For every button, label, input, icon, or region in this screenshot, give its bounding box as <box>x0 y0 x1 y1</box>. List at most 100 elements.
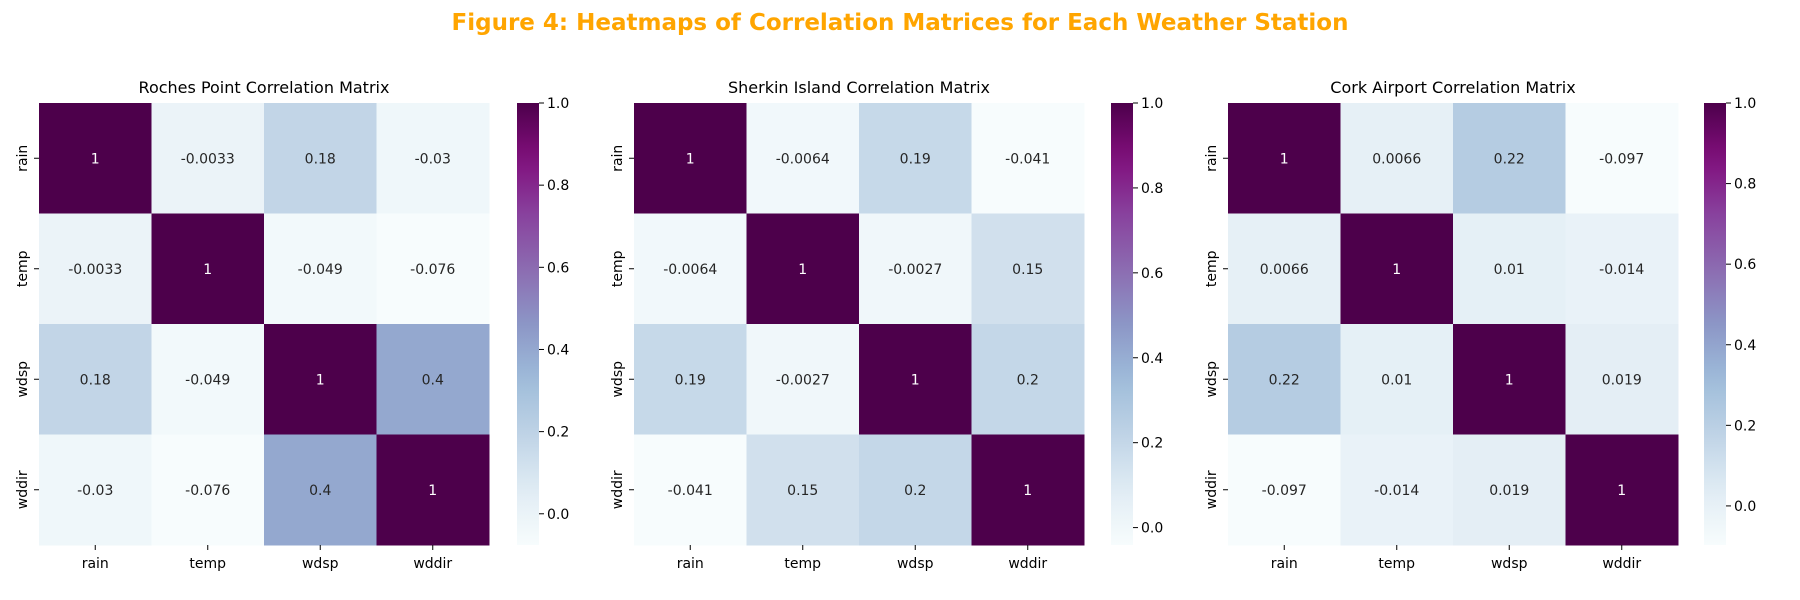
cell-annotation: 1 <box>798 262 807 278</box>
heatmap-cell <box>1565 434 1679 546</box>
y-tick-label: rain <box>15 145 31 172</box>
cell-annotation: -0.076 <box>410 262 455 278</box>
heatmap-cell <box>971 434 1085 546</box>
heatmap-cell <box>1340 103 1454 214</box>
x-tick-label: temp <box>189 556 226 572</box>
cell-annotation: 0.01 <box>1494 262 1525 278</box>
heatmap-cell <box>1453 434 1566 546</box>
cell-annotation: -0.049 <box>185 372 230 388</box>
cell-annotation: 1 <box>91 151 100 167</box>
heatmap-cell <box>634 103 747 214</box>
cell-annotation: -0.014 <box>1599 262 1644 278</box>
colorbar-tick-label: 0.0 <box>547 507 569 523</box>
cell-annotation: -0.0064 <box>663 262 717 278</box>
cell-annotation: 0.01 <box>1381 372 1412 388</box>
heatmap-cell <box>859 434 972 546</box>
heatmap-cell <box>971 213 1085 325</box>
heatmap-cell <box>1228 213 1341 325</box>
cell-annotation: 0.2 <box>1017 372 1039 388</box>
x-tick-label: rain <box>1271 556 1298 572</box>
colorbar-tick-label: 0.6 <box>1141 266 1163 282</box>
colorbar-tick-label: 0.2 <box>1734 418 1756 434</box>
heatmap-cell <box>376 103 490 214</box>
cell-annotation: -0.014 <box>1374 483 1419 499</box>
heatmap-panel: Roches Point Correlation Matrix 1 -0.0033 0… <box>15 78 569 572</box>
heatmap-cell <box>376 324 490 435</box>
cell-annotation: 0.019 <box>1602 372 1642 388</box>
cell-annotation: 1 <box>428 483 437 499</box>
heatmap-cell <box>376 213 490 325</box>
heatmap-cell <box>264 103 377 214</box>
heatmap-cell <box>746 103 860 214</box>
heatmap-cell <box>151 213 265 325</box>
heatmap-cell <box>264 324 377 435</box>
colorbar-tick-label: 0.4 <box>1141 351 1163 367</box>
y-tick-label: wddir <box>610 470 626 509</box>
heatmap-cell <box>39 213 152 325</box>
y-tick-label: wdsp <box>15 361 31 398</box>
cell-annotation: -0.049 <box>298 262 343 278</box>
panel-title: Sherkin Island Correlation Matrix <box>728 78 990 97</box>
heatmap-cell <box>634 324 747 435</box>
x-tick-label: temp <box>1378 556 1415 572</box>
y-tick-label: rain <box>1204 145 1220 172</box>
heatmap-cell <box>1228 103 1341 214</box>
heatmap-cell <box>1228 324 1341 435</box>
x-tick-label: wddir <box>413 556 452 572</box>
y-tick-label: wddir <box>1204 470 1220 509</box>
cell-annotation: 0.22 <box>1494 151 1525 167</box>
cell-annotation: -0.03 <box>77 483 113 499</box>
cell-annotation: 0.4 <box>309 483 331 499</box>
heatmap-cell <box>1565 103 1679 214</box>
heatmap-cell <box>746 434 860 546</box>
heatmap-panel: Cork Airport Correlation Matrix 1 0.0066 0.… <box>1204 78 1756 572</box>
cell-annotation: -0.0033 <box>68 262 122 278</box>
x-tick-label: wddir <box>1008 556 1047 572</box>
cell-annotation: 0.15 <box>787 483 818 499</box>
heatmap-cell <box>1565 213 1679 325</box>
colorbar-tick-label: 0.0 <box>1141 521 1163 537</box>
heatmap-cell <box>1453 213 1566 325</box>
cell-annotation: 1 <box>1617 483 1626 499</box>
y-tick-label: temp <box>15 250 31 287</box>
heatmap-cell <box>39 434 152 546</box>
cell-annotation: 1 <box>1392 262 1401 278</box>
cell-annotation: -0.076 <box>185 483 230 499</box>
x-tick-label: temp <box>784 556 821 572</box>
heatmap-cell <box>859 213 972 325</box>
heatmap-cell <box>859 103 972 214</box>
y-tick-label: wdsp <box>610 361 626 398</box>
cell-annotation: -0.0064 <box>776 151 830 167</box>
cell-annotation: -0.0027 <box>888 262 942 278</box>
colorbar-tick-label: 0.0 <box>1734 499 1756 515</box>
cell-annotation: 1 <box>1023 483 1032 499</box>
y-tick-label: rain <box>610 145 626 172</box>
colorbar-tick-label: 0.8 <box>547 178 569 194</box>
panel-title: Roches Point Correlation Matrix <box>139 78 390 97</box>
cell-annotation: 1 <box>911 372 920 388</box>
x-tick-label: rain <box>677 556 704 572</box>
cell-annotation: 0.18 <box>80 372 111 388</box>
y-tick-label: temp <box>610 250 626 287</box>
cell-annotation: -0.0033 <box>181 151 235 167</box>
heatmap-panel: Sherkin Island Correlation Matrix 1 -0.006… <box>610 78 1163 572</box>
panel-title: Cork Airport Correlation Matrix <box>1330 78 1575 97</box>
heatmap-cell <box>151 103 265 214</box>
heatmap-cell <box>746 324 860 435</box>
heatmap-cell <box>1565 324 1679 435</box>
cell-annotation: 1 <box>203 262 212 278</box>
heatmap-cell <box>634 213 747 325</box>
colorbar-tick-label: 0.2 <box>547 425 569 441</box>
cell-annotation: 0.4 <box>422 372 444 388</box>
heatmap-cell <box>1228 434 1341 546</box>
colorbar-tick-label: 1.0 <box>1141 96 1163 112</box>
cell-annotation: -0.041 <box>1005 151 1050 167</box>
heatmap-cell <box>151 324 265 435</box>
colorbar-tick-label: 0.6 <box>1734 257 1756 273</box>
figure-title: Figure 4: Heatmaps of Correlation Matric… <box>452 10 1349 36</box>
colorbar-tick-label: 0.6 <box>547 260 569 276</box>
x-tick-label: wdsp <box>897 556 934 572</box>
cell-annotation: 1 <box>1280 151 1289 167</box>
heatmap-cell <box>971 103 1085 214</box>
